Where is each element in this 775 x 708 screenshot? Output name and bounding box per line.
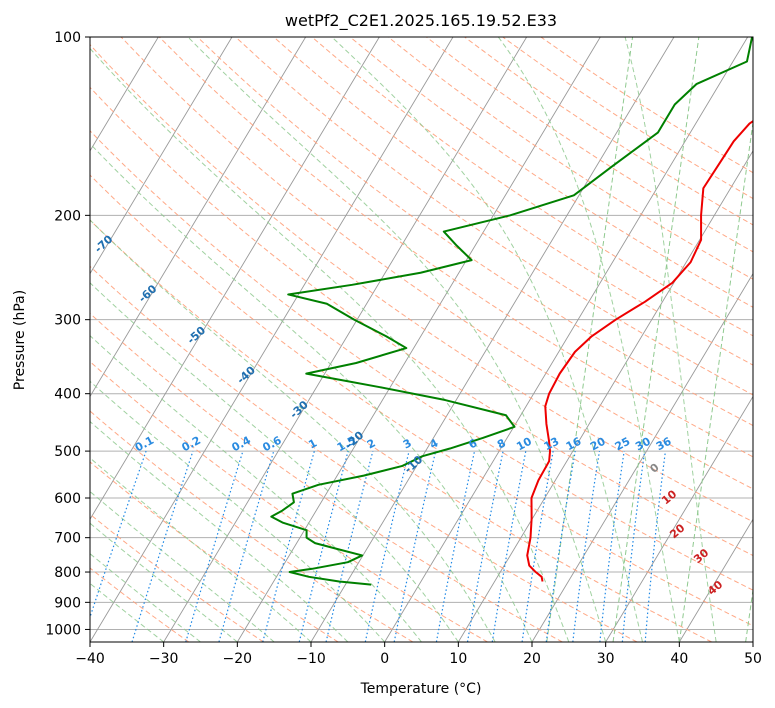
x-tick-label: −10 bbox=[296, 651, 326, 667]
pressure-grid bbox=[90, 37, 753, 630]
y-axis-label: Pressure (hPa) bbox=[12, 290, 28, 390]
mixing-ratio-line bbox=[325, 450, 374, 642]
isotherm-line bbox=[90, 37, 454, 642]
dry-adiabat bbox=[90, 130, 753, 591]
isotherm-line bbox=[90, 37, 159, 152]
dry-adiabat bbox=[235, 37, 753, 396]
mixing-ratio-line bbox=[218, 450, 275, 642]
mixing-ratio-label: 10 bbox=[514, 435, 534, 454]
mixing-ratio-label: 16 bbox=[564, 434, 584, 453]
x-axis-label: Temperature (°C) bbox=[360, 681, 482, 697]
moist-adiabats bbox=[90, 37, 717, 642]
moist-adiabat bbox=[90, 142, 533, 642]
moist-adiabat bbox=[331, 37, 643, 642]
moist-adiabat bbox=[90, 582, 164, 642]
moist-adiabat bbox=[624, 37, 717, 642]
y-tick-label: 300 bbox=[54, 313, 81, 329]
moist-adiabat bbox=[90, 380, 386, 642]
moist-adiabat bbox=[90, 490, 275, 642]
mixing-ratio-line bbox=[262, 450, 315, 642]
mixing-ratio-line bbox=[545, 450, 576, 642]
y-tick-label: 800 bbox=[54, 565, 81, 581]
moist-adiabat bbox=[497, 37, 680, 642]
dry-adiabat bbox=[90, 513, 264, 642]
x-tick-label: −40 bbox=[75, 651, 105, 667]
wet-bulb-curve bbox=[612, 37, 700, 642]
mixing-ratio-line bbox=[131, 450, 194, 642]
isotherm-line bbox=[531, 272, 753, 642]
plot-frame bbox=[89, 36, 754, 643]
y-tick-label: 1000 bbox=[45, 622, 81, 638]
isotherm-line bbox=[678, 518, 753, 642]
y-tick-label: 600 bbox=[54, 491, 81, 507]
wet-bulb-curve bbox=[745, 586, 753, 642]
mixing-ratio-line bbox=[298, 450, 349, 642]
moist-adiabat bbox=[90, 522, 238, 642]
y-tick-label: 400 bbox=[54, 387, 81, 403]
temperature-line bbox=[526, 119, 753, 582]
isotherm-line bbox=[90, 37, 307, 398]
isotherm-line bbox=[457, 150, 753, 642]
y-tick-label: 200 bbox=[54, 208, 81, 224]
dry-adiabat bbox=[90, 219, 712, 642]
moist-adiabat bbox=[90, 219, 496, 642]
x-tick-label: 50 bbox=[744, 651, 762, 667]
dry-adiabat bbox=[90, 43, 753, 523]
wet-bulb-curve bbox=[678, 119, 753, 642]
isotherm-line bbox=[90, 37, 380, 521]
dry-adiabat bbox=[90, 265, 638, 642]
mixing-ratio-label: 30 bbox=[633, 435, 653, 454]
y-tick-label: 700 bbox=[54, 531, 81, 547]
isotherm-line bbox=[163, 37, 528, 642]
mixing-ratio-line bbox=[644, 451, 667, 642]
isotherm-line bbox=[384, 37, 749, 642]
moist-adiabat bbox=[90, 457, 312, 642]
mixing-ratio-line bbox=[185, 450, 244, 642]
x-tick-label: −20 bbox=[223, 651, 253, 667]
x-tick-label: −30 bbox=[149, 651, 179, 667]
mixing-ratio-line bbox=[364, 450, 410, 642]
x-tick-label: 10 bbox=[449, 651, 467, 667]
moist-adiabat bbox=[187, 37, 607, 642]
chart-title: wetPf2_C2E1.2025.165.19.52.E33 bbox=[285, 11, 557, 31]
mixing-ratio-label: 13 bbox=[542, 435, 562, 454]
moist-adiabat bbox=[90, 282, 459, 642]
x-axis: −40 −30 −20 −10 0 10 20 30 40 50 bbox=[75, 642, 762, 667]
mixing-ratio-label: 36 bbox=[654, 434, 674, 453]
y-tick-label: 100 bbox=[54, 30, 81, 46]
dry-adiabat bbox=[90, 86, 753, 557]
profile-lines bbox=[270, 37, 753, 586]
mixing-ratio-label: 20 bbox=[588, 435, 608, 454]
moist-adiabat bbox=[90, 47, 570, 642]
dry-adiabat bbox=[120, 37, 753, 490]
mixing-ratio-lines bbox=[90, 450, 667, 642]
y-axis: 100 200 300 400 500 600 700 800 900 1000 bbox=[45, 30, 90, 638]
y-tick-label: 900 bbox=[54, 595, 81, 611]
isotherm-line bbox=[236, 37, 601, 642]
dry-adiabats bbox=[90, 37, 753, 642]
dry-adiabat bbox=[311, 37, 753, 337]
mixing-ratio-line bbox=[572, 451, 601, 642]
x-tick-label: 40 bbox=[670, 651, 688, 667]
isotherm-line bbox=[90, 37, 233, 275]
isotherm-line bbox=[605, 395, 753, 642]
mixing-ratio-label: 25 bbox=[613, 435, 633, 454]
x-tick-label: 30 bbox=[597, 651, 615, 667]
x-tick-label: 20 bbox=[523, 651, 541, 667]
dewpoint-line bbox=[270, 37, 753, 586]
moist-adiabat bbox=[90, 335, 422, 642]
mixing-ratio-line bbox=[621, 451, 646, 642]
dry-adiabat bbox=[90, 360, 488, 642]
x-tick-label: 0 bbox=[380, 651, 389, 667]
mixing-ratio-line bbox=[599, 451, 625, 642]
dry-adiabat bbox=[273, 37, 753, 366]
dry-adiabat bbox=[158, 37, 753, 458]
moist-adiabat bbox=[90, 553, 201, 642]
dry-adiabat bbox=[90, 461, 339, 642]
y-tick-label: 500 bbox=[54, 444, 81, 460]
mixing-ratio-line bbox=[521, 450, 554, 642]
